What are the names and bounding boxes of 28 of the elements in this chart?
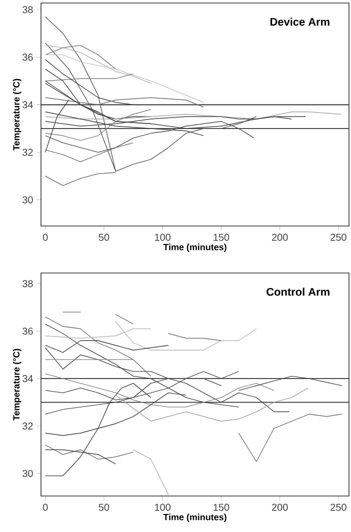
y-tick-label: 38 xyxy=(22,6,33,14)
text: Control Arm xyxy=(266,288,330,296)
y-axis-title: Temperature (°C) xyxy=(12,78,22,150)
y-tick-label: 34 xyxy=(22,375,33,382)
y-tick-label: 34 xyxy=(22,101,33,108)
x-tick-label: 250 xyxy=(330,504,346,511)
y-tick-label: 30 xyxy=(22,196,33,204)
y-tick-label: 38 xyxy=(22,280,33,288)
x-tick-label: 50 xyxy=(98,504,110,511)
y-axis-title: Temperature (°C) xyxy=(12,348,22,420)
y-tick-label: 32 xyxy=(22,148,33,156)
x-tick-label: 100 xyxy=(155,234,171,241)
x-tick-label: 0 xyxy=(42,234,48,241)
y-tick-label: 32 xyxy=(22,422,33,430)
x-tick-label: 150 xyxy=(214,504,230,511)
x-axis-title: Time (minutes) xyxy=(163,244,226,252)
y-tick-label: 36 xyxy=(22,328,33,335)
x-tick-label: 200 xyxy=(272,234,288,241)
x-axis-title: Time (minutes) xyxy=(163,514,226,522)
x-tick-label: 0 xyxy=(42,504,48,511)
x-tick-label: 150 xyxy=(214,234,230,241)
text: Device Arm xyxy=(270,18,330,26)
x-tick-label: 50 xyxy=(98,234,110,241)
y-tick-label: 30 xyxy=(22,470,33,477)
x-tick-label: 100 xyxy=(155,504,171,511)
y-tick-label: 36 xyxy=(22,54,33,61)
x-tick-label: 250 xyxy=(330,234,346,241)
x-tick-label: 200 xyxy=(272,504,288,511)
